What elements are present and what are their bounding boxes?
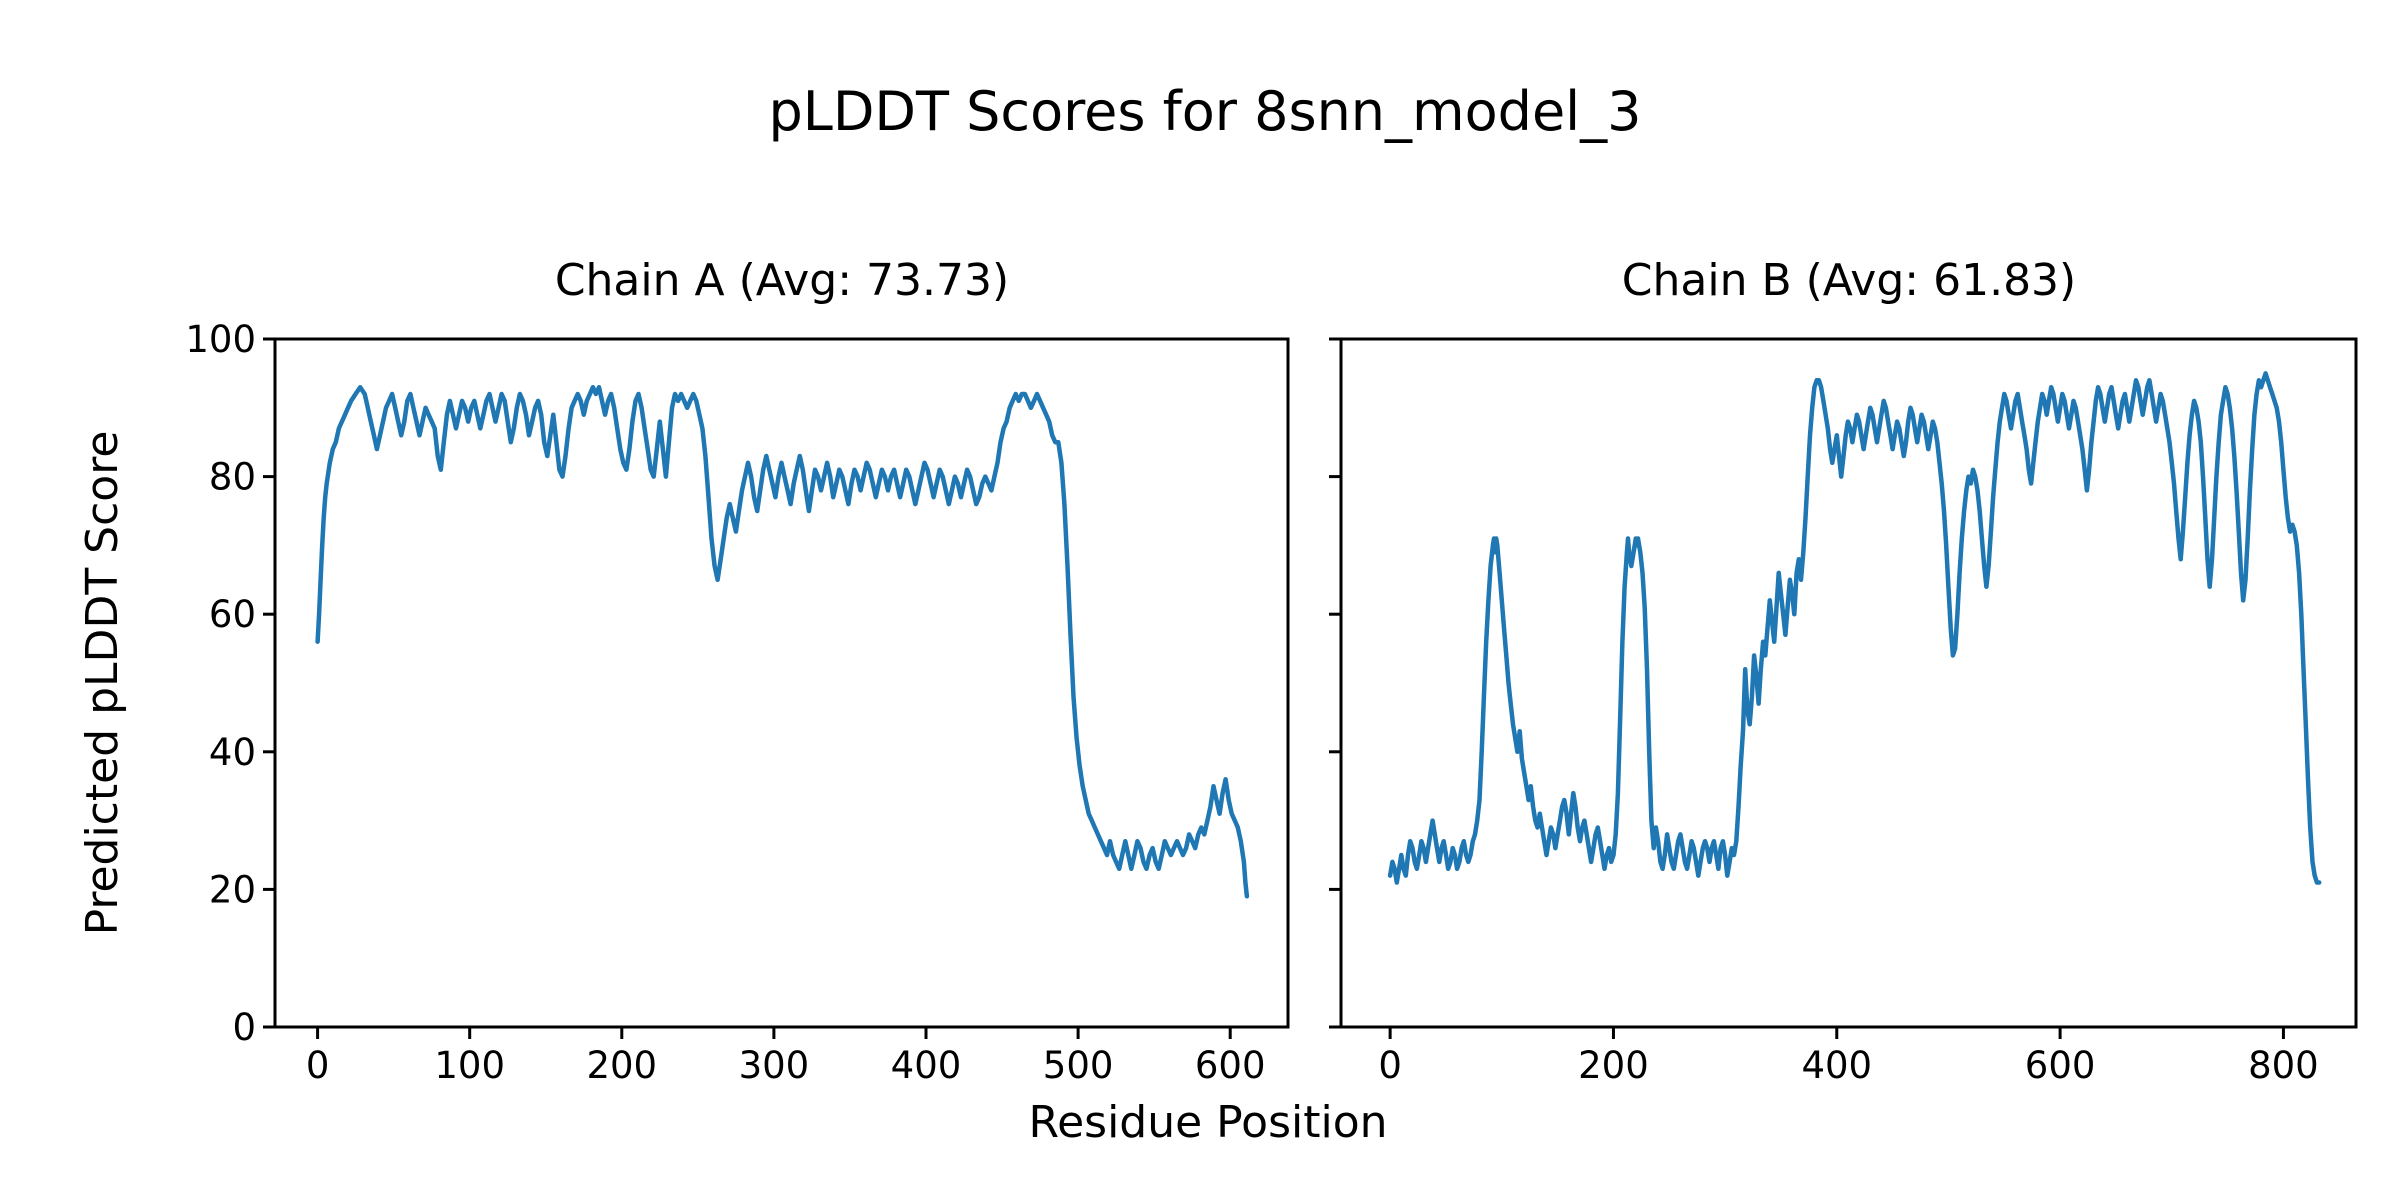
- subplot-b-title: Chain B (Avg: 61.83): [1621, 255, 2077, 306]
- y-tick-label-0: 80: [209, 456, 256, 499]
- y-tick-label-0: 0: [232, 1006, 256, 1049]
- axes-spines-0: [273, 337, 1290, 1029]
- x-tick-label-0: 400: [891, 1044, 962, 1087]
- x-axis-label: Residue Position: [1028, 1097, 1388, 1148]
- figure-title: pLDDT Scores for 8snn_model_3: [768, 80, 1642, 143]
- x-tick-label-0: 300: [739, 1044, 810, 1087]
- x-tick-label-0: 500: [1043, 1044, 1114, 1087]
- x-tick-label-1: 0: [1378, 1044, 1402, 1087]
- y-tick-label-0: 100: [185, 318, 256, 361]
- y-axis-label: Predicted pLDDT Score: [76, 430, 128, 936]
- x-tick-label-0: 200: [586, 1044, 657, 1087]
- x-tick-label-0: 100: [434, 1044, 505, 1087]
- axes-spines-1: [1339, 337, 2358, 1029]
- series-line-chain-b: [1387, 371, 2322, 885]
- x-tick-label-0: 600: [1195, 1044, 1266, 1087]
- x-tick-label-1: 600: [2025, 1044, 2096, 1087]
- subplot-a-title: Chain A (Avg: 73.73): [554, 255, 1010, 306]
- x-tick-label-1: 400: [1801, 1044, 1872, 1087]
- x-tick-label-1: 800: [2248, 1044, 2319, 1087]
- series-line-chain-a: [315, 384, 1250, 899]
- y-tick-label-0: 40: [209, 731, 256, 774]
- x-tick-label-0: 0: [306, 1044, 330, 1087]
- x-tick-label-1: 200: [1578, 1044, 1649, 1087]
- y-tick-label-0: 20: [209, 868, 256, 911]
- y-tick-label-0: 60: [209, 593, 256, 636]
